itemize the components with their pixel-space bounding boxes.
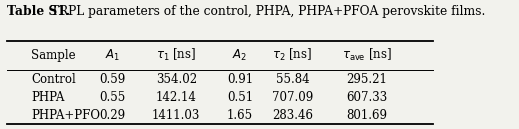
Text: Control: Control (32, 73, 76, 86)
Text: 607.33: 607.33 (347, 91, 388, 104)
Text: PHPA: PHPA (32, 91, 65, 104)
Text: 142.14: 142.14 (156, 91, 197, 104)
Text: $A_2$: $A_2$ (233, 48, 248, 63)
Text: 0.91: 0.91 (227, 73, 253, 86)
Text: $\tau_{\mathrm{ave}}$ [ns]: $\tau_{\mathrm{ave}}$ [ns] (342, 47, 392, 63)
Text: 1411.03: 1411.03 (152, 109, 200, 122)
Text: Sample: Sample (32, 49, 76, 62)
Text: Table S1.: Table S1. (7, 5, 70, 18)
Text: 1.65: 1.65 (227, 109, 253, 122)
Text: 0.55: 0.55 (100, 91, 126, 104)
Text: 707.09: 707.09 (272, 91, 313, 104)
Text: $\tau_2$ [ns]: $\tau_2$ [ns] (272, 47, 312, 63)
Text: $\tau_1$ [ns]: $\tau_1$ [ns] (156, 47, 196, 63)
Text: 0.59: 0.59 (100, 73, 126, 86)
Text: 0.29: 0.29 (100, 109, 126, 122)
Text: PHPA+PFO: PHPA+PFO (32, 109, 100, 122)
Text: 0.51: 0.51 (227, 91, 253, 104)
Text: 283.46: 283.46 (272, 109, 313, 122)
Text: $A_1$: $A_1$ (105, 48, 120, 63)
Text: 354.02: 354.02 (156, 73, 197, 86)
Text: 55.84: 55.84 (276, 73, 309, 86)
Text: 295.21: 295.21 (347, 73, 388, 86)
Text: 801.69: 801.69 (347, 109, 388, 122)
Text: TRPL parameters of the control, PHPA, PHPA+PFOA perovskite films.: TRPL parameters of the control, PHPA, PH… (47, 5, 486, 18)
